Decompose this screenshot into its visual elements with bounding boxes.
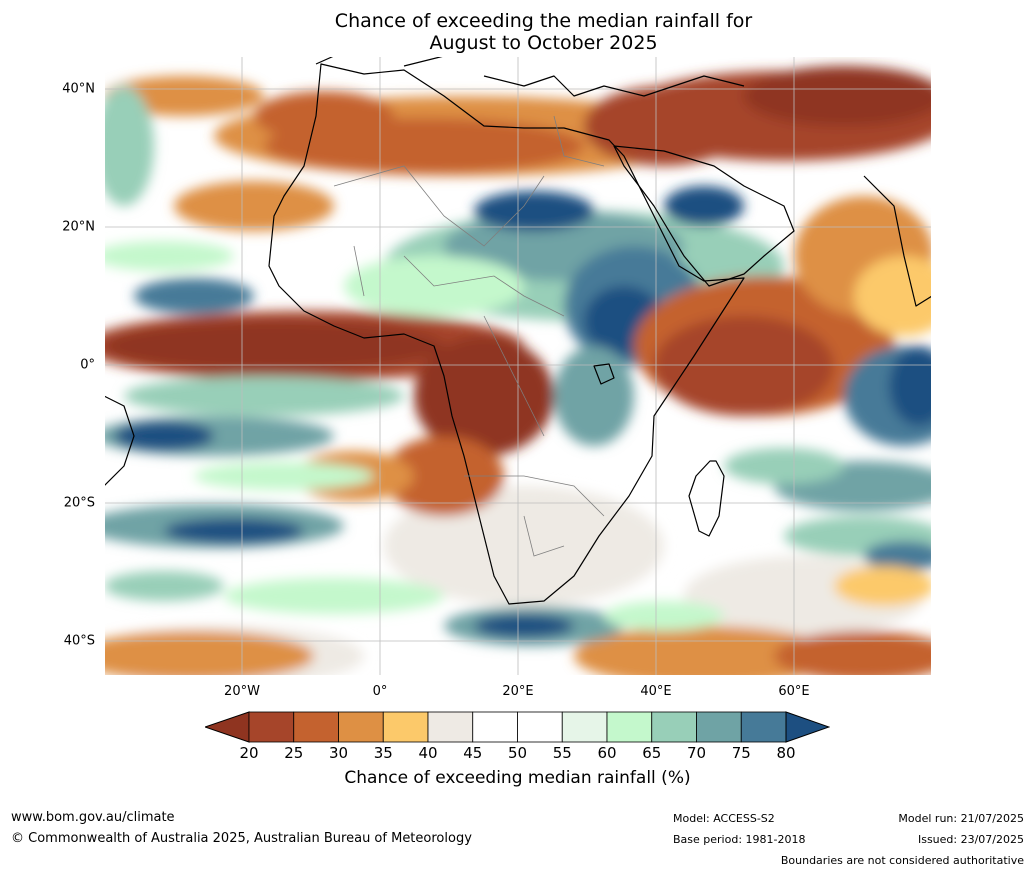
lat-label-20n: 20°N [62,219,95,235]
colorbar-swatch [248,711,295,743]
colorbar-swatch [427,711,474,743]
colorbar-tick-label: 75 [731,744,751,762]
footer-base-period: Base period: 1981-2018 [673,833,806,846]
lat-label-40s: 40°S [63,633,95,649]
lat-label-40n: 40°N [62,81,95,97]
colorbar-swatch [382,711,429,743]
lat-label-20s: 20°S [63,495,95,511]
colorbar-tick-label: 25 [284,744,304,762]
footer-model-run: Model run: 21/07/2025 [898,812,1024,825]
colorbar-tick-label: 30 [328,744,349,762]
footer-disclaimer: Boundaries are not considered authoritat… [780,854,1024,867]
country-borders [333,115,605,557]
colorbar-tick-label: 60 [597,744,617,762]
lon-label-60e: 60°E [778,684,810,699]
colorbar-tick-label: 80 [776,744,796,762]
colorbar-swatch [696,711,742,743]
colorbar-swatch [651,711,697,743]
map-canvas [104,56,932,676]
title-line-1: Chance of exceeding the median rainfall … [334,10,753,32]
footer-copyright: © Commonwealth of Australia 2025, Austra… [11,831,472,846]
colorbar-tick-label: 40 [418,744,438,762]
colorbar-swatch [740,711,787,743]
colorbar-svg [203,711,831,743]
lon-label-40e: 40°E [640,684,672,699]
graticule [104,56,932,676]
colorbar-swatch [338,711,384,743]
footer-issued: Issued: 23/07/2025 [917,833,1024,846]
lon-label-20e: 20°E [502,684,534,699]
colorbar [203,711,831,743]
lon-label-0: 0° [372,684,388,699]
probability-field [104,66,932,676]
lon-label-20w: 20°W [224,684,260,699]
footer-model: Model: ACCESS-S2 [673,812,775,825]
coastlines [104,56,932,605]
colorbar-extend-high [785,711,831,743]
lat-label-0: 0° [80,357,95,373]
rainfall-map [104,56,932,676]
colorbar-swatch [606,711,653,743]
colorbar-swatch [517,711,563,743]
colorbar-swatch [293,711,339,743]
colorbar-tick-label: 55 [552,744,572,762]
title-line-2: August to October 2025 [429,32,658,54]
colorbar-tick-label: 50 [507,744,528,762]
colorbar-extend-low [203,711,250,743]
colorbar-tick-label: 70 [686,744,707,762]
colorbar-tick-label: 20 [239,744,259,762]
colorbar-tick-label: 35 [373,744,393,762]
colorbar-swatch [561,711,608,743]
colorbar-swatch [472,711,518,743]
chart-title: Chance of exceeding the median rainfall … [0,10,1035,54]
colorbar-tick-label: 45 [463,744,483,762]
footer-website: www.bom.gov.au/climate [11,810,175,825]
colorbar-label: Chance of exceeding median rainfall (%) [344,768,691,788]
colorbar-tick-label: 65 [642,744,662,762]
